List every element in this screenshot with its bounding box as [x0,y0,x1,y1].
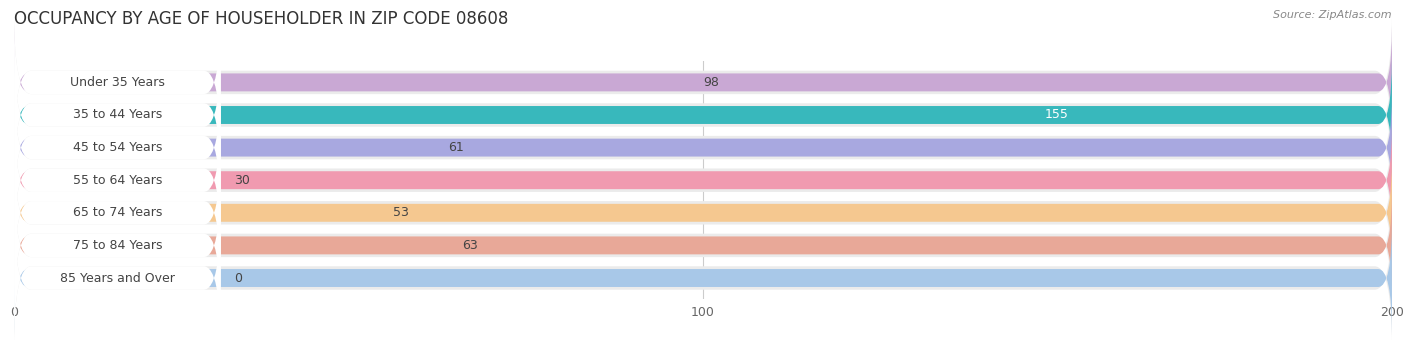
FancyBboxPatch shape [14,222,1392,334]
Text: OCCUPANCY BY AGE OF HOUSEHOLDER IN ZIP CODE 08608: OCCUPANCY BY AGE OF HOUSEHOLDER IN ZIP C… [14,10,509,28]
Text: 63: 63 [463,239,478,252]
FancyBboxPatch shape [14,143,1392,283]
FancyBboxPatch shape [14,176,221,315]
FancyBboxPatch shape [14,91,1392,204]
FancyBboxPatch shape [14,189,1392,302]
Text: 61: 61 [449,141,464,154]
Text: Source: ZipAtlas.com: Source: ZipAtlas.com [1274,10,1392,20]
Text: 53: 53 [394,206,409,219]
FancyBboxPatch shape [14,143,221,283]
Text: 30: 30 [235,174,250,187]
FancyBboxPatch shape [14,208,221,340]
Text: 65 to 74 Years: 65 to 74 Years [73,206,162,219]
FancyBboxPatch shape [14,78,1392,217]
FancyBboxPatch shape [14,59,1392,171]
Text: 75 to 84 Years: 75 to 84 Years [73,239,162,252]
Text: 98: 98 [703,76,718,89]
Text: 85 Years and Over: 85 Years and Over [60,272,174,285]
Text: 0: 0 [235,272,242,285]
Text: 155: 155 [1045,108,1069,121]
Text: 55 to 64 Years: 55 to 64 Years [73,174,162,187]
FancyBboxPatch shape [14,13,1392,152]
FancyBboxPatch shape [14,26,1392,139]
FancyBboxPatch shape [14,110,221,250]
FancyBboxPatch shape [14,176,1392,315]
FancyBboxPatch shape [14,208,1392,340]
FancyBboxPatch shape [14,45,1392,185]
FancyBboxPatch shape [14,78,221,217]
FancyBboxPatch shape [14,13,221,152]
FancyBboxPatch shape [14,45,221,185]
FancyBboxPatch shape [14,156,1392,269]
FancyBboxPatch shape [14,110,1392,250]
FancyBboxPatch shape [14,124,1392,236]
Text: 45 to 54 Years: 45 to 54 Years [73,141,162,154]
Text: 35 to 44 Years: 35 to 44 Years [73,108,162,121]
Text: Under 35 Years: Under 35 Years [70,76,165,89]
